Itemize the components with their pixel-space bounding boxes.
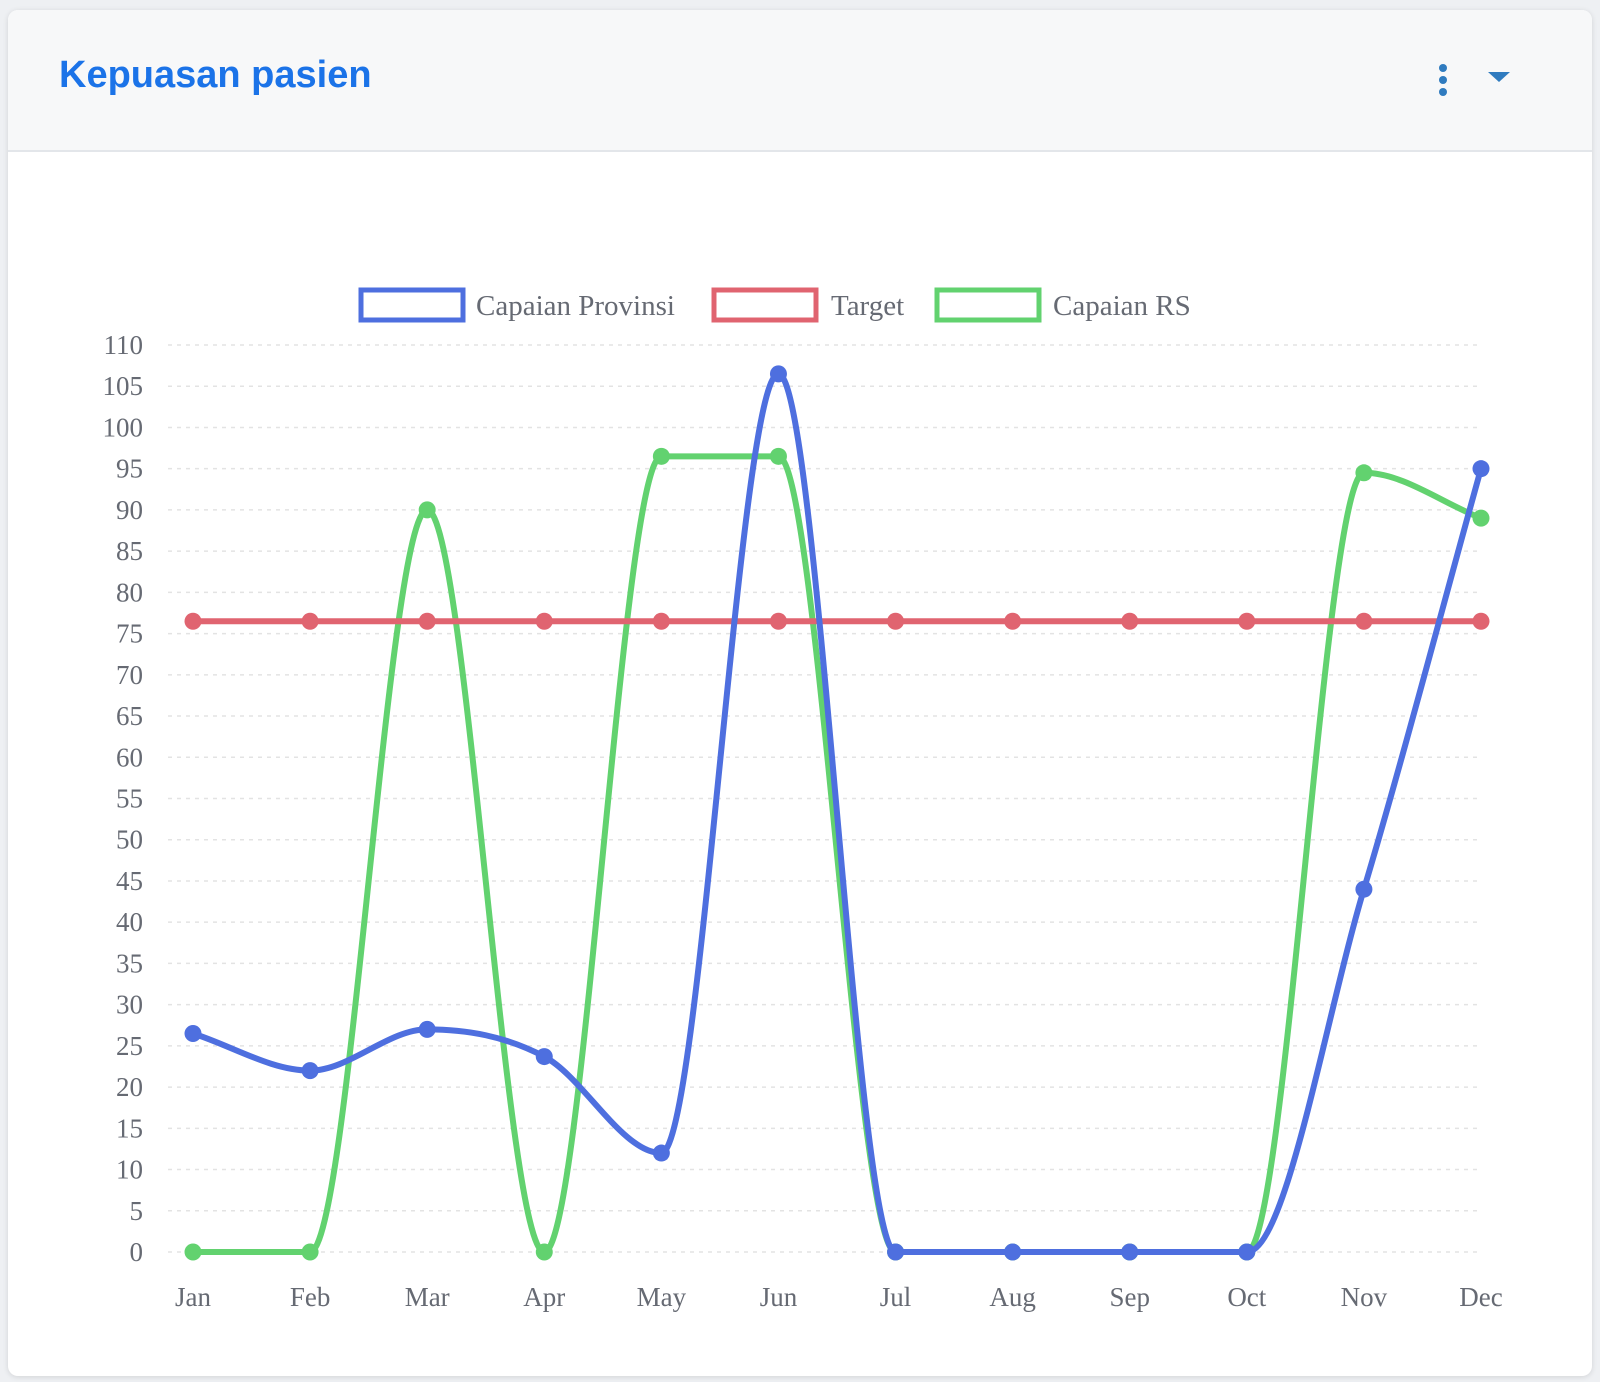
y-tick-label: 35 <box>116 948 143 978</box>
data-point-capaian-provinsi <box>1238 1243 1256 1261</box>
data-point-target <box>301 612 319 630</box>
y-tick-label: 10 <box>116 1155 143 1185</box>
x-tick-label: Jun <box>760 1282 798 1312</box>
data-point-capaian-provinsi <box>1355 880 1373 898</box>
x-tick-label: May <box>637 1282 687 1312</box>
data-point-capaian-provinsi <box>535 1048 553 1066</box>
data-point-capaian-rs <box>769 447 787 465</box>
series-line-capaian-rs <box>190 453 1484 1256</box>
y-tick-label: 30 <box>116 990 143 1020</box>
y-tick-label: 0 <box>130 1237 144 1267</box>
chart-card: Kepuasan pasien <box>8 10 1592 1376</box>
data-point-capaian-provinsi <box>301 1062 319 1080</box>
y-tick-label: 80 <box>116 577 143 607</box>
x-tick-label: Mar <box>405 1282 450 1312</box>
data-point-target <box>184 612 202 630</box>
y-tick-label: 65 <box>116 701 143 731</box>
y-tick-label: 60 <box>116 742 143 772</box>
x-tick-label: Oct <box>1227 1282 1266 1312</box>
y-tick-label: 15 <box>116 1113 143 1143</box>
data-point-target <box>1472 612 1490 630</box>
y-tick-label: 110 <box>104 330 144 360</box>
data-point-capaian-provinsi <box>769 365 787 383</box>
data-point-capaian-rs <box>652 447 670 465</box>
data-point-target <box>1238 612 1256 630</box>
series-line-capaian-provinsi <box>190 370 1484 1256</box>
y-tick-label: 75 <box>116 619 143 649</box>
y-tick-label: 105 <box>103 371 144 401</box>
data-point-target <box>1004 612 1022 630</box>
data-point-capaian-rs <box>1355 464 1373 482</box>
x-tick-label: Sep <box>1109 1282 1150 1312</box>
data-point-target <box>769 612 787 630</box>
y-tick-label: 40 <box>116 907 143 937</box>
data-point-target <box>1121 612 1139 630</box>
x-tick-label: Apr <box>523 1282 565 1312</box>
legend-swatch-target <box>711 287 819 323</box>
x-tick-label: Aug <box>989 1282 1036 1312</box>
caret-down-icon[interactable] <box>1484 68 1516 88</box>
data-point-target <box>535 612 553 630</box>
data-point-capaian-provinsi <box>887 1243 905 1261</box>
y-tick-label: 85 <box>116 536 143 566</box>
legend-label-target: Target <box>831 290 904 322</box>
data-point-capaian-provinsi <box>184 1024 202 1042</box>
data-point-capaian-rs <box>535 1243 553 1261</box>
card-header: Kepuasan pasien <box>8 10 1592 152</box>
x-tick-label: Feb <box>290 1282 331 1312</box>
legend-label-capaian-rs: Capaian RS <box>1053 290 1191 322</box>
data-point-capaian-provinsi <box>652 1144 670 1162</box>
y-tick-label: 70 <box>116 660 143 690</box>
y-tick-label: 25 <box>116 1031 143 1061</box>
x-tick-label: Jul <box>880 1282 912 1312</box>
y-tick-label: 55 <box>116 784 143 814</box>
legend-swatch-capaian-rs <box>934 287 1042 323</box>
vertical-dots-icon[interactable] <box>1430 62 1456 102</box>
data-point-target <box>418 612 436 630</box>
card-title: Kepuasan pasien <box>59 54 372 96</box>
y-tick-label: 90 <box>116 495 143 525</box>
data-point-capaian-rs <box>1472 509 1490 527</box>
data-point-target <box>887 612 905 630</box>
y-tick-label: 50 <box>116 825 143 855</box>
x-tick-label: Nov <box>1341 1282 1388 1312</box>
data-point-capaian-provinsi <box>1121 1243 1139 1261</box>
y-tick-label: 5 <box>130 1196 144 1226</box>
data-point-capaian-provinsi <box>1472 460 1490 478</box>
legend-label-capaian-provinsi: Capaian Provinsi <box>476 290 675 322</box>
y-tick-label: 100 <box>103 412 144 442</box>
x-tick-label: Dec <box>1459 1282 1502 1312</box>
data-point-capaian-rs <box>301 1243 319 1261</box>
data-point-target <box>1355 612 1373 630</box>
data-point-target <box>652 612 670 630</box>
data-point-capaian-provinsi <box>1004 1243 1022 1261</box>
data-point-capaian-rs <box>184 1243 202 1261</box>
y-tick-label: 45 <box>116 866 143 896</box>
y-tick-label: 20 <box>116 1072 143 1102</box>
data-point-capaian-rs <box>418 501 436 519</box>
y-tick-label: 95 <box>116 454 143 484</box>
x-tick-label: Jan <box>175 1282 211 1312</box>
data-point-capaian-provinsi <box>418 1020 436 1038</box>
legend-swatch-capaian-provinsi <box>358 287 466 323</box>
